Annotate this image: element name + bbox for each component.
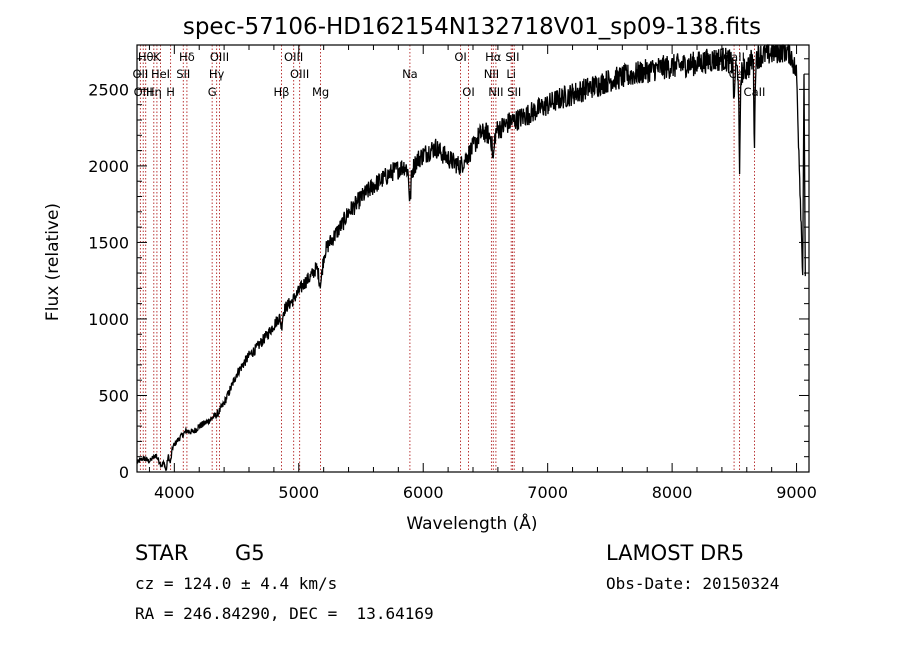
line-label-8: SII xyxy=(176,67,190,81)
y-tick-label-4: 2000 xyxy=(88,157,129,176)
line-label-22: SII xyxy=(505,50,519,64)
line-label-9: OIII xyxy=(210,50,229,64)
line-label-10: Hγ xyxy=(209,67,225,81)
y-axis: 0 500 1000 1500 2000 2500 xyxy=(88,58,809,482)
emission-line-markers xyxy=(139,45,755,472)
y-tick-label-2: 1000 xyxy=(88,310,129,329)
redshift-velocity: cz = 124.0 ± 4.4 km/s xyxy=(135,574,338,593)
line-label-13: OIII xyxy=(284,50,303,64)
x-axis: 4000 5000 6000 7000 8000 9000 xyxy=(148,45,817,502)
line-label-24: SII xyxy=(507,85,521,99)
x-tick-label-2: 6000 xyxy=(403,483,444,502)
chart-title: spec-57106-HD162154N132718V01_sp09-138.f… xyxy=(183,14,761,40)
line-label-18: OI xyxy=(462,85,474,99)
line-label-11: G xyxy=(208,85,217,99)
spectrum-line xyxy=(136,44,806,472)
survey-name: LAMOST DR5 xyxy=(606,541,745,565)
x-axis-label: Wavelength (Å) xyxy=(406,512,537,534)
line-label-12: Hβ xyxy=(273,85,289,99)
x-tick-label-3: 7000 xyxy=(527,483,568,502)
y-tick-label-3: 1500 xyxy=(88,233,129,252)
line-label-23: Li xyxy=(506,67,516,81)
line-label-4: K xyxy=(153,50,161,64)
y-tick-label-0: 0 xyxy=(119,463,129,482)
coordinates: RA = 246.84290, DEC = 13.64169 xyxy=(135,604,434,623)
y-tick-label-1: 500 xyxy=(98,386,129,405)
spectral-subclass: G5 xyxy=(235,541,265,565)
line-label-5: HeI xyxy=(151,67,170,81)
line-label-17: OI xyxy=(454,50,466,64)
x-tick-label-4: 8000 xyxy=(652,483,693,502)
object-class: STAR xyxy=(135,541,189,565)
y-axis-label: Flux (relative) xyxy=(43,203,63,321)
line-label-16: Na xyxy=(402,67,418,81)
line-label-15: Mg xyxy=(312,85,329,99)
line-label-2: OIII xyxy=(134,85,153,99)
line-label-21: NII xyxy=(488,85,503,99)
observation-date: Obs-Date: 20150324 xyxy=(606,574,780,593)
plot-frame xyxy=(136,44,810,473)
y-tick-label-5: 2500 xyxy=(88,80,129,99)
line-label-20: NII xyxy=(484,67,499,81)
line-label-19: Hα xyxy=(485,50,502,64)
x-tick-label-0: 4000 xyxy=(154,483,195,502)
line-label-3: Hη xyxy=(146,85,162,99)
line-label-6: H xyxy=(166,85,175,99)
line-label-7: Hδ xyxy=(179,50,195,64)
line-label-27: CaII xyxy=(744,85,766,99)
x-tick-label-5: 9000 xyxy=(776,483,817,502)
x-tick-label-1: 5000 xyxy=(278,483,319,502)
line-label-14: OIII xyxy=(290,67,309,81)
line-label-0: Hθ xyxy=(138,50,154,64)
